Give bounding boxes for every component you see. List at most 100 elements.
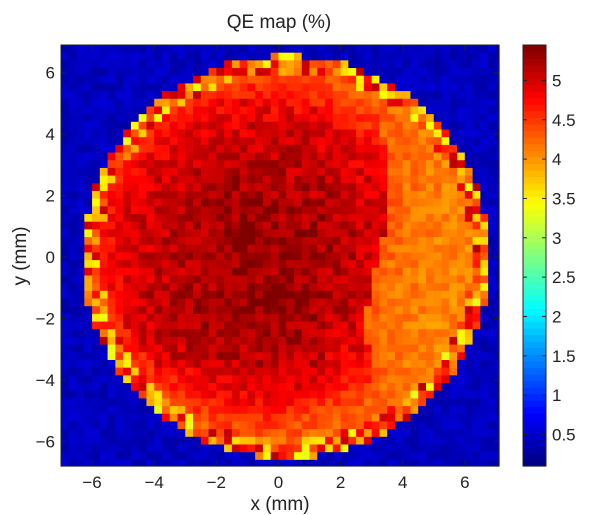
heatmap-cell <box>107 75 116 85</box>
heatmap-cell <box>433 267 443 277</box>
heatmap-cell <box>410 244 419 254</box>
heatmap-cell <box>433 198 443 207</box>
heatmap-cell <box>92 198 101 207</box>
heatmap-cell <box>216 452 225 461</box>
heatmap-cell <box>185 290 194 300</box>
heatmap-cell <box>231 175 241 184</box>
heatmap-cell <box>130 459 140 467</box>
heatmap-cell <box>61 429 70 438</box>
heatmap-cell <box>309 229 318 238</box>
heatmap-cell <box>161 444 171 453</box>
heatmap-cell <box>185 183 194 192</box>
heatmap-cell <box>433 114 443 123</box>
heatmap-cell <box>200 129 210 138</box>
heatmap-cell <box>356 352 365 361</box>
heatmap-cell <box>472 83 481 92</box>
heatmap-cell <box>488 252 497 261</box>
heatmap-cell <box>410 313 419 323</box>
heatmap-cell <box>363 298 373 307</box>
heatmap-cell <box>130 336 140 346</box>
heatmap-cell <box>301 367 311 376</box>
heatmap-cell <box>177 83 186 92</box>
heatmap-cell <box>154 390 163 399</box>
heatmap-cell <box>193 60 202 69</box>
heatmap-cell <box>379 229 388 238</box>
heatmap-cell <box>325 336 334 346</box>
heatmap-cell <box>185 306 194 315</box>
heatmap-cell <box>200 421 210 430</box>
heatmap-cell <box>61 160 70 169</box>
heatmap-cell <box>239 313 248 323</box>
heatmap-cell <box>309 152 318 161</box>
heatmap-cell <box>177 121 186 131</box>
heatmap-cell <box>146 429 155 438</box>
heatmap-cell <box>317 306 326 315</box>
heatmap-cell <box>371 275 381 284</box>
heatmap-cell <box>464 121 474 131</box>
heatmap-cell <box>146 390 155 399</box>
heatmap-cell <box>161 52 171 61</box>
heatmap-cell <box>340 336 349 346</box>
heatmap-cell <box>123 98 132 108</box>
heatmap-cell <box>433 375 443 384</box>
heatmap-cell <box>270 267 280 277</box>
heatmap-cell <box>193 152 202 161</box>
heatmap-cell <box>92 206 101 215</box>
heatmap-cell <box>138 60 148 69</box>
heatmap-cell <box>464 459 474 467</box>
heatmap-cell <box>394 329 404 338</box>
heatmap-cell <box>371 244 381 254</box>
heatmap-cell <box>309 352 318 361</box>
heatmap-cell <box>286 383 295 392</box>
heatmap-cell <box>270 283 280 292</box>
heatmap-cell <box>76 398 85 407</box>
heatmap-cell <box>371 267 381 277</box>
heatmap-cell <box>387 106 396 115</box>
heatmap-cell <box>433 45 443 54</box>
heatmap-cell <box>387 321 396 330</box>
heatmap-cell <box>99 183 109 192</box>
heatmap-cell <box>177 167 186 177</box>
heatmap-cell <box>410 459 419 467</box>
heatmap-cell <box>371 75 381 85</box>
heatmap-cell <box>325 75 334 85</box>
heatmap-cell <box>247 137 256 146</box>
heatmap-cell <box>255 252 264 261</box>
heatmap-cell <box>317 390 326 399</box>
heatmap-cell <box>441 68 450 77</box>
heatmap-cell <box>61 98 70 108</box>
heatmap-cell <box>441 129 450 138</box>
heatmap-cell <box>224 221 233 230</box>
heatmap-cell <box>379 260 388 269</box>
heatmap-cell <box>177 237 186 246</box>
heatmap-cell <box>146 375 155 384</box>
heatmap-cell <box>488 290 497 300</box>
heatmap-cell <box>371 290 381 300</box>
heatmap-cell <box>216 167 225 177</box>
colorbar-tick-label: 4 <box>552 150 561 169</box>
colorbar <box>523 45 546 467</box>
heatmap-cell <box>115 298 124 307</box>
heatmap-cell <box>457 367 466 376</box>
heatmap-cell <box>480 413 489 423</box>
heatmap-cell <box>255 290 264 300</box>
heatmap-cell <box>332 45 342 54</box>
heatmap-cell <box>84 229 93 238</box>
heatmap-cell <box>208 275 217 284</box>
heatmap-cell <box>185 114 194 123</box>
heatmap-cell <box>247 45 256 54</box>
heatmap-cell <box>457 198 466 207</box>
heatmap-cell <box>340 229 349 238</box>
heatmap-cell <box>488 106 497 115</box>
heatmap-cell <box>340 375 349 384</box>
heatmap-cell <box>410 45 419 54</box>
heatmap-cell <box>363 413 373 423</box>
heatmap-cell <box>138 321 148 330</box>
heatmap-cell <box>255 267 264 277</box>
heatmap-cell <box>247 237 256 246</box>
y-tick-label: 0 <box>46 248 55 267</box>
colorbar-segment <box>523 308 546 316</box>
heatmap-cell <box>457 459 466 467</box>
heatmap-cell <box>418 429 427 438</box>
heatmap-cell <box>216 121 225 131</box>
